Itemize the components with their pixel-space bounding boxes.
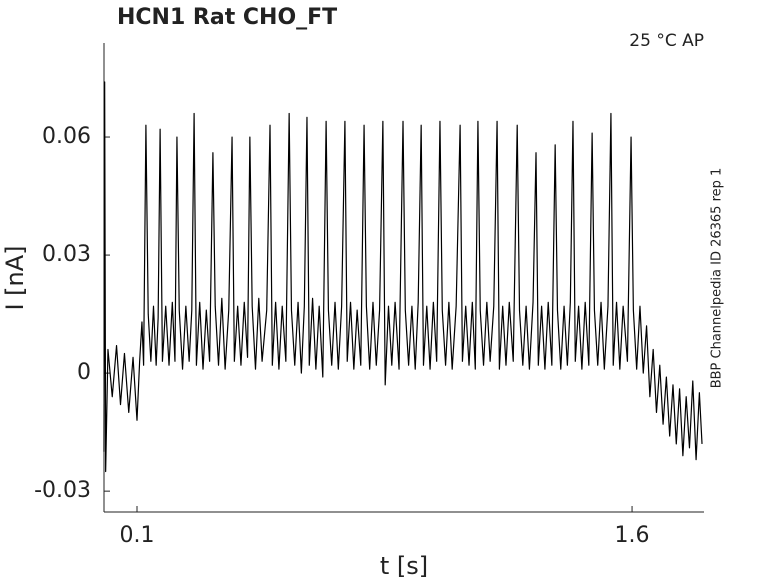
y-tick-label: 0 <box>77 360 91 385</box>
y-tick-label: 0.03 <box>42 242 91 267</box>
y-axis-label: I [nA] <box>1 245 29 310</box>
chart-title: HCN1 Rat CHO_FT <box>117 5 337 30</box>
x-tick-label: 1.6 <box>615 523 650 548</box>
x-axis-label: t [s] <box>380 552 428 580</box>
side-label: BBP Channelpedia ID 26365 rep 1 <box>710 168 725 389</box>
y-tick-label: 0.06 <box>42 124 91 149</box>
x-tick-label: 0.1 <box>120 523 155 548</box>
trace <box>103 81 703 473</box>
y-tick-label: -0.03 <box>34 478 91 503</box>
annotation: 25 °C AP <box>629 31 704 51</box>
